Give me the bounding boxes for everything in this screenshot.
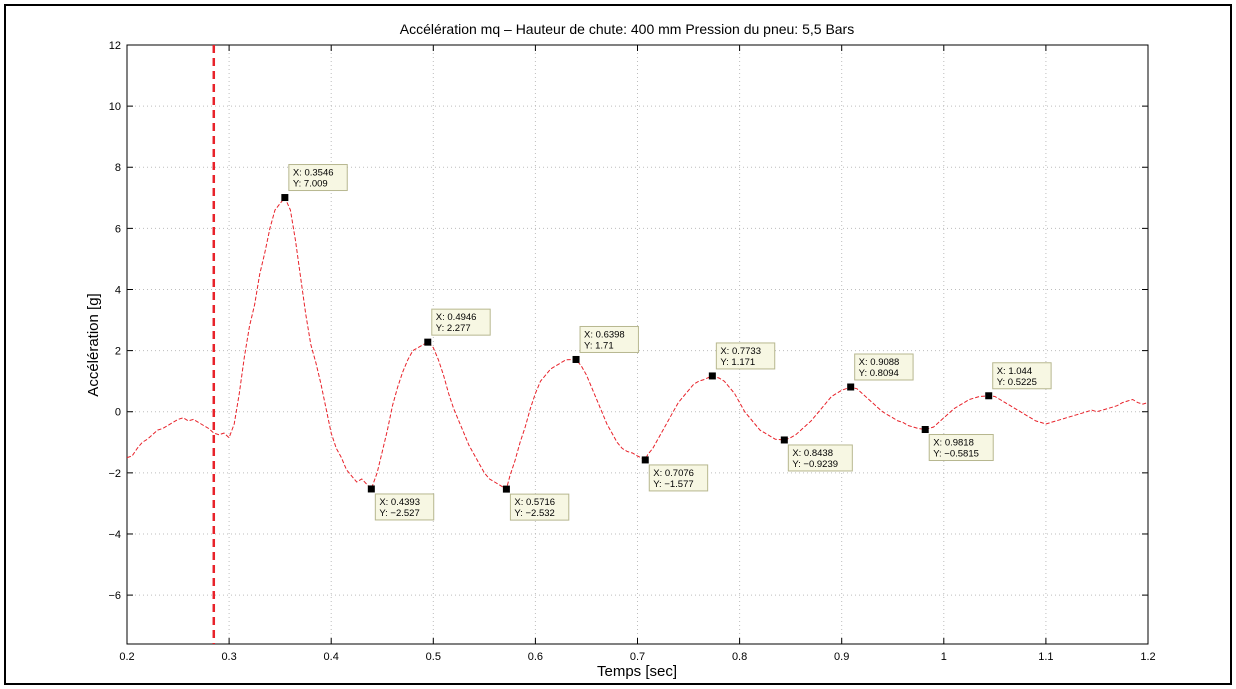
- data-tip-y-label: Y: −0.9239: [792, 459, 838, 470]
- x-tick-label: 0.6: [528, 651, 543, 663]
- x-tick-label: 1.1: [1038, 651, 1053, 663]
- data-tip-point: [921, 426, 929, 434]
- data-tip-x-label: X: 1.044: [997, 366, 1032, 377]
- data-tip-x-label: X: 0.8438: [792, 448, 833, 459]
- data-tip-x-label: X: 0.4946: [436, 312, 477, 323]
- x-tick-label: 1.2: [1140, 651, 1155, 663]
- data-tip-y-label: Y: 2.277: [436, 323, 471, 334]
- data-tip-point: [502, 485, 510, 493]
- data-tip-box: [854, 353, 914, 381]
- data-tip-y-label: Y: −0.5815: [933, 449, 979, 460]
- data-tip-box: [648, 464, 709, 492]
- figure-frame: [4, 4, 1232, 685]
- x-axis-label: Temps [sec]: [597, 663, 677, 680]
- data-tip-y-label: Y: −2.527: [379, 508, 419, 519]
- data-tip-box: [992, 362, 1052, 390]
- x-tick-label: 0.4: [324, 651, 339, 663]
- data-tip-box: [374, 493, 435, 521]
- data-tip-x-label: X: 0.7733: [720, 346, 761, 357]
- data-tip-box: [579, 325, 639, 353]
- data-tip-point: [424, 338, 432, 346]
- data-tip-box: [288, 164, 348, 192]
- x-tick-label: 1: [941, 651, 947, 663]
- y-tick-label: −6: [108, 590, 121, 602]
- data-tip-point: [847, 383, 855, 391]
- data-tip-point: [367, 485, 375, 493]
- y-tick-label: 2: [115, 346, 121, 358]
- data-tip-point: [572, 355, 580, 363]
- x-tick-label: 0.3: [221, 651, 236, 663]
- data-tip-x-label: X: 0.3546: [293, 168, 334, 179]
- data-tip-box: [431, 308, 491, 336]
- data-tip-y-label: Y: −2.532: [514, 508, 554, 519]
- data-tip-y-label: Y: 0.5225: [997, 377, 1037, 388]
- data-tip-point: [985, 392, 993, 400]
- x-tick-label: 0.5: [426, 651, 441, 663]
- data-tip-box: [787, 444, 853, 472]
- y-tick-label: 10: [109, 101, 121, 113]
- x-tick-label: 0.9: [834, 651, 849, 663]
- data-tip-y-label: Y: 7.009: [293, 179, 328, 190]
- data-tip-x-label: X: 0.9818: [933, 438, 974, 449]
- data-tip-point: [780, 436, 788, 444]
- data-tip-x-label: X: 0.5716: [514, 497, 555, 508]
- data-tip-box: [715, 342, 776, 370]
- data-tip-y-label: Y: 0.8094: [859, 368, 899, 379]
- y-axis-label: Accélération [g]: [85, 293, 102, 396]
- x-tick-label: 0.7: [630, 651, 645, 663]
- x-axis-ticks: 0.2 0.3 0.4 0.5 0.6 0.7 0.8 0.9 1 1.1 1.2: [119, 45, 1156, 663]
- data-tip-box: [928, 434, 994, 462]
- data-tip-x-label: X: 0.9088: [859, 357, 900, 368]
- y-tick-label: 8: [115, 162, 121, 174]
- x-tick-label: 0.2: [119, 651, 134, 663]
- y-tick-label: 6: [115, 223, 121, 235]
- chart-title: Accélération mq – Hauteur de chute: 400 …: [400, 21, 854, 37]
- series-group: [126, 196, 1149, 490]
- y-tick-label: −2: [108, 468, 121, 480]
- y-tick-label: −4: [108, 529, 121, 541]
- y-axis-ticks: −6 −4 −2 0 2 4 6 8 10 12: [108, 40, 1148, 602]
- data-tip-x-label: X: 0.6398: [584, 329, 625, 340]
- data-tip-y-label: Y: −1.577: [653, 479, 693, 490]
- data-tip-point: [281, 194, 289, 202]
- y-tick-label: 4: [115, 284, 121, 296]
- data-tip-y-label: Y: 1.171: [720, 357, 755, 368]
- series-line: [126, 196, 1149, 490]
- x-tick-label: 0.8: [732, 651, 747, 663]
- data-tip-box: [509, 493, 570, 521]
- data-tip-point: [641, 456, 649, 464]
- data-tip-x-label: X: 0.7076: [653, 468, 694, 479]
- y-tick-label: 12: [109, 40, 121, 52]
- data-tip-point: [708, 372, 716, 380]
- data-tip-y-label: Y: 1.71: [584, 340, 614, 351]
- y-tick-label: 0: [115, 407, 121, 419]
- data-tip-x-label: X: 0.4393: [379, 497, 420, 508]
